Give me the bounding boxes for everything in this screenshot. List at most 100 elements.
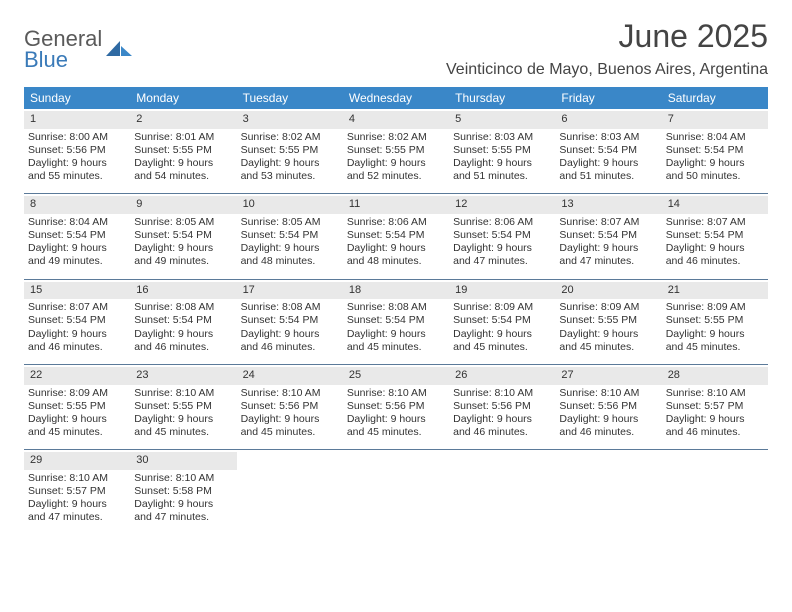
day-number: 30	[130, 452, 236, 470]
daylight-line: Daylight: 9 hours and 49 minutes.	[28, 242, 126, 268]
week-row: 15Sunrise: 8:07 AMSunset: 5:54 PMDayligh…	[24, 279, 768, 358]
sunset-line: Sunset: 5:55 PM	[666, 314, 764, 327]
daylight-line: Daylight: 9 hours and 47 minutes.	[28, 498, 126, 524]
day-cell: 14Sunrise: 8:07 AMSunset: 5:54 PMDayligh…	[662, 194, 768, 272]
sunset-line: Sunset: 5:56 PM	[28, 144, 126, 157]
day-number: 22	[24, 367, 130, 385]
day-cell: 13Sunrise: 8:07 AMSunset: 5:54 PMDayligh…	[555, 194, 661, 272]
daylight-line: Daylight: 9 hours and 48 minutes.	[347, 242, 445, 268]
day-cell: 25 Sunrise: 8:10 AMSunset: 5:56 PMDayligh…	[343, 365, 449, 443]
sunrise-line: Sunrise: 8:10 AM	[28, 472, 126, 485]
sunrise-line: Sunrise: 8:10 AM	[347, 387, 445, 400]
week-row: 1Sunrise: 8:00 AMSunset: 5:56 PMDaylight…	[24, 109, 768, 187]
day-number: 28	[662, 367, 768, 385]
sunset-line: Sunset: 5:54 PM	[453, 314, 551, 327]
day-number: 5	[449, 111, 555, 129]
day-number: 11	[343, 196, 449, 214]
day-number: 25	[343, 367, 449, 385]
sunset-line: Sunset: 5:56 PM	[559, 400, 657, 413]
daylight-line: Daylight: 9 hours and 45 minutes.	[453, 328, 551, 354]
weekday-label: Thursday	[449, 87, 555, 109]
sunset-line: Sunset: 5:55 PM	[241, 144, 339, 157]
sunrise-line: Sunrise: 8:03 AM	[453, 131, 551, 144]
calendar: SundayMondayTuesdayWednesdayThursdayFrid…	[24, 87, 768, 528]
daylight-line: Daylight: 9 hours and 46 minutes.	[28, 328, 126, 354]
day-cell: 19Sunrise: 8:09 AMSunset: 5:54 PMDayligh…	[449, 280, 555, 358]
sunset-line: Sunset: 5:56 PM	[347, 400, 445, 413]
day-number: 6	[555, 111, 661, 129]
day-number: 21	[662, 282, 768, 300]
sunrise-line: Sunrise: 8:09 AM	[559, 301, 657, 314]
brand-text: General Blue	[24, 28, 102, 71]
day-cell: 4 Sunrise: 8:02 AMSunset: 5:55 PMDaylight…	[343, 109, 449, 187]
sunset-line: Sunset: 5:54 PM	[559, 229, 657, 242]
day-number: 27	[555, 367, 661, 385]
daylight-line: Daylight: 9 hours and 45 minutes.	[559, 328, 657, 354]
day-cell: 7Sunrise: 8:04 AMSunset: 5:54 PMDaylight…	[662, 109, 768, 187]
sunset-line: Sunset: 5:54 PM	[28, 314, 126, 327]
sunrise-line: Sunrise: 8:04 AM	[28, 216, 126, 229]
daylight-line: Daylight: 9 hours and 53 minutes.	[241, 157, 339, 183]
day-cell: 30Sunrise: 8:10 AMSunset: 5:58 PMDayligh…	[130, 450, 236, 528]
day-cell: 24Sunrise: 8:10 AMSunset: 5:56 PMDayligh…	[237, 365, 343, 443]
sunset-line: Sunset: 5:54 PM	[134, 229, 232, 242]
sunset-line: Sunset: 5:55 PM	[347, 144, 445, 157]
week-row: 29Sunrise: 8:10 AMSunset: 5:57 PMDayligh…	[24, 449, 768, 528]
sunrise-line: Sunrise: 8:08 AM	[241, 301, 339, 314]
day-number: 7	[662, 111, 768, 129]
sunrise-line: Sunrise: 8:10 AM	[453, 387, 551, 400]
daylight-line: Daylight: 9 hours and 47 minutes.	[559, 242, 657, 268]
daylight-line: Daylight: 9 hours and 48 minutes.	[241, 242, 339, 268]
day-number: 24	[237, 367, 343, 385]
day-number: 4	[343, 111, 449, 129]
daylight-line: Daylight: 9 hours and 55 minutes.	[28, 157, 126, 183]
weekday-header: SundayMondayTuesdayWednesdayThursdayFrid…	[24, 87, 768, 109]
daylight-line: Daylight: 9 hours and 50 minutes.	[666, 157, 764, 183]
day-cell: 12Sunrise: 8:06 AMSunset: 5:54 PMDayligh…	[449, 194, 555, 272]
sunrise-line: Sunrise: 8:08 AM	[347, 301, 445, 314]
day-number: 3	[237, 111, 343, 129]
daylight-line: Daylight: 9 hours and 52 minutes.	[347, 157, 445, 183]
daylight-line: Daylight: 9 hours and 45 minutes.	[347, 413, 445, 439]
location: Veinticinco de Mayo, Buenos Aires, Argen…	[446, 61, 768, 79]
sunrise-line: Sunrise: 8:10 AM	[134, 472, 232, 485]
sunset-line: Sunset: 5:57 PM	[666, 400, 764, 413]
day-cell: 22Sunrise: 8:09 AMSunset: 5:55 PMDayligh…	[24, 365, 130, 443]
sunset-line: Sunset: 5:55 PM	[28, 400, 126, 413]
day-cell: .	[237, 450, 343, 528]
weekday-label: Sunday	[24, 87, 130, 109]
header: General Blue June 2025 Veinticinco de Ma…	[24, 18, 768, 79]
daylight-line: Daylight: 9 hours and 45 minutes.	[241, 413, 339, 439]
day-number: 23	[130, 367, 236, 385]
weekday-label: Monday	[130, 87, 236, 109]
day-cell: 15Sunrise: 8:07 AMSunset: 5:54 PMDayligh…	[24, 280, 130, 358]
day-cell: 29Sunrise: 8:10 AMSunset: 5:57 PMDayligh…	[24, 450, 130, 528]
day-cell: 10Sunrise: 8:05 AMSunset: 5:54 PMDayligh…	[237, 194, 343, 272]
daylight-line: Daylight: 9 hours and 45 minutes.	[347, 328, 445, 354]
month-title: June 2025	[446, 18, 768, 55]
day-cell: 28Sunrise: 8:10 AMSunset: 5:57 PMDayligh…	[662, 365, 768, 443]
sunrise-line: Sunrise: 8:03 AM	[559, 131, 657, 144]
day-cell: 6Sunrise: 8:03 AMSunset: 5:54 PMDaylight…	[555, 109, 661, 187]
day-cell: 23Sunrise: 8:10 AMSunset: 5:55 PMDayligh…	[130, 365, 236, 443]
sunrise-line: Sunrise: 8:05 AM	[241, 216, 339, 229]
day-cell: 27Sunrise: 8:10 AMSunset: 5:56 PMDayligh…	[555, 365, 661, 443]
sunset-line: Sunset: 5:55 PM	[453, 144, 551, 157]
day-cell: 11Sunrise: 8:06 AMSunset: 5:54 PMDayligh…	[343, 194, 449, 272]
sunrise-line: Sunrise: 8:02 AM	[347, 131, 445, 144]
daylight-line: Daylight: 9 hours and 45 minutes.	[28, 413, 126, 439]
sunrise-line: Sunrise: 8:09 AM	[666, 301, 764, 314]
daylight-line: Daylight: 9 hours and 49 minutes.	[134, 242, 232, 268]
title-block: June 2025 Veinticinco de Mayo, Buenos Ai…	[446, 18, 768, 79]
sunrise-line: Sunrise: 8:05 AM	[134, 216, 232, 229]
sunrise-line: Sunrise: 8:06 AM	[453, 216, 551, 229]
sunset-line: Sunset: 5:54 PM	[453, 229, 551, 242]
daylight-line: Daylight: 9 hours and 46 minutes.	[241, 328, 339, 354]
weekday-label: Friday	[555, 87, 661, 109]
sunset-line: Sunset: 5:54 PM	[347, 314, 445, 327]
week-row: 8Sunrise: 8:04 AMSunset: 5:54 PMDaylight…	[24, 193, 768, 272]
day-number: 8	[24, 196, 130, 214]
sunset-line: Sunset: 5:55 PM	[559, 314, 657, 327]
day-number: 9	[130, 196, 236, 214]
day-cell: 2Sunrise: 8:01 AMSunset: 5:55 PMDaylight…	[130, 109, 236, 187]
